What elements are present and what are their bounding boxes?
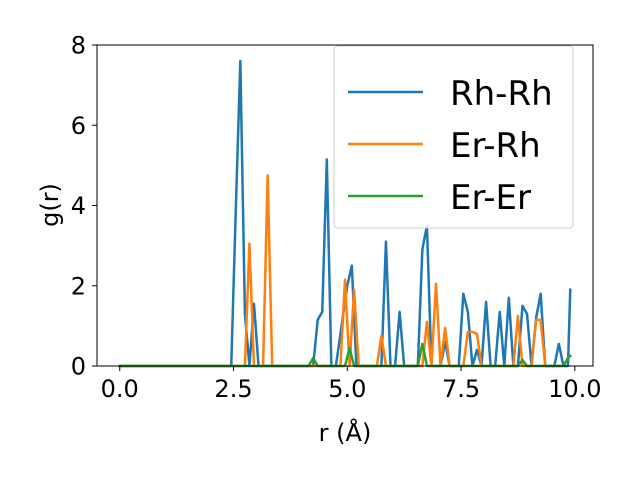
y-tick-label: 6	[71, 112, 86, 140]
y-axis: 0 2 4 6 8	[71, 32, 97, 381]
legend-label-rh-rh: Rh-Rh	[450, 74, 553, 114]
y-tick-label: 2	[71, 272, 86, 300]
y-axis-label: g(r)	[36, 183, 64, 227]
x-tick-label: 7.5	[442, 375, 480, 403]
legend: Rh-Rh Er-Rh Er-Er	[333, 45, 574, 229]
y-tick-label: 0	[71, 353, 86, 381]
x-axis-label: r (Å)	[319, 418, 372, 447]
y-tick-label: 4	[71, 192, 86, 220]
x-tick-label: 10.0	[548, 375, 601, 403]
x-tick-label: 5.0	[328, 375, 366, 403]
legend-label-er-er: Er-Er	[450, 178, 531, 218]
legend-label-er-rh: Er-Rh	[450, 126, 541, 166]
x-axis: 0.0 2.5 5.0 7.5 10.0	[101, 366, 602, 403]
y-tick-label: 8	[71, 32, 86, 60]
x-tick-label: 0.0	[101, 375, 139, 403]
x-tick-label: 2.5	[214, 375, 252, 403]
